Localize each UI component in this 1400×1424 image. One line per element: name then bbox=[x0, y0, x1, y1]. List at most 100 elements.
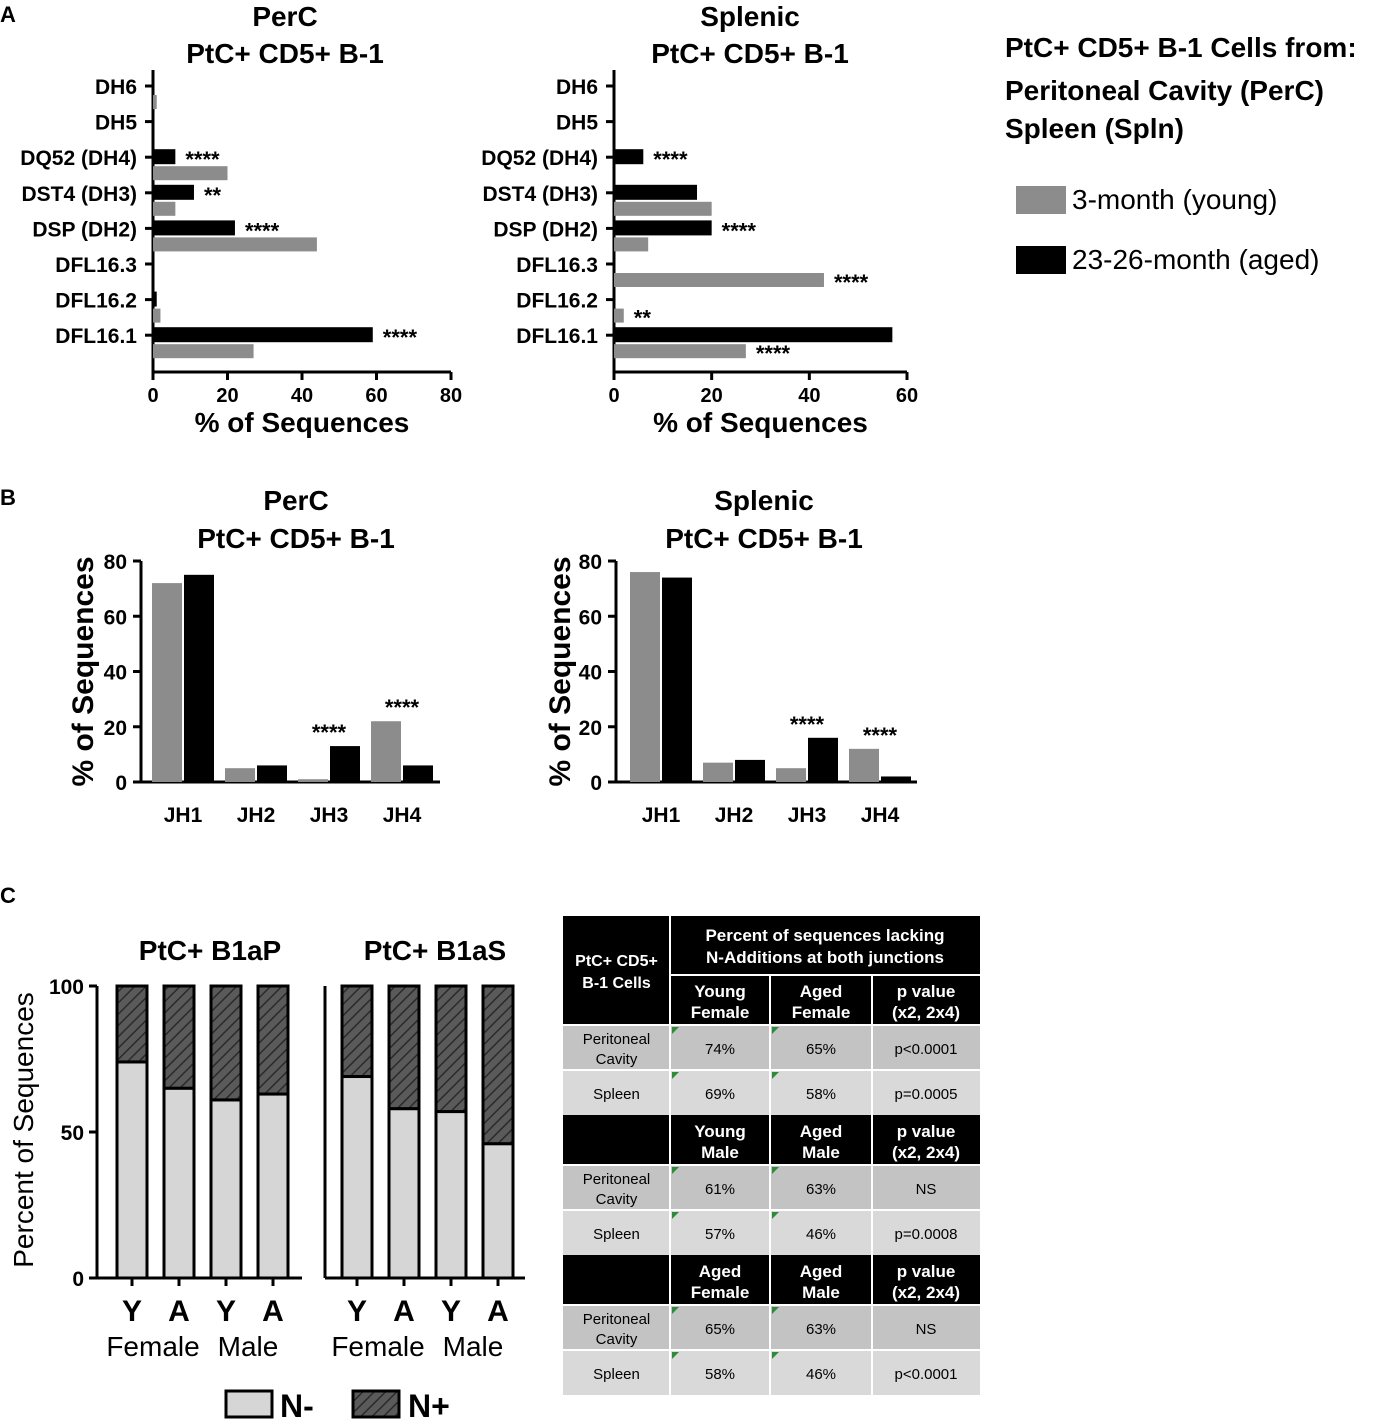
table-column-label: (x2, 2x4) bbox=[892, 1283, 960, 1302]
table-column-label: Young bbox=[694, 982, 746, 1001]
bar-aged bbox=[153, 291, 157, 307]
bar-young bbox=[153, 237, 317, 252]
bar-aged bbox=[403, 765, 433, 782]
bar-n-minus bbox=[387, 1107, 421, 1280]
table-row-label: Peritoneal bbox=[583, 1171, 651, 1188]
bar-young bbox=[153, 166, 228, 181]
legend-label: N+ bbox=[408, 1388, 450, 1424]
x-tick-label: 80 bbox=[440, 385, 462, 407]
table-corner-label: PtC+ CD5+ bbox=[575, 953, 658, 970]
table-row bbox=[563, 1210, 980, 1255]
table-cell: 63% bbox=[806, 1181, 836, 1198]
table-row bbox=[563, 1305, 980, 1350]
cell-marker bbox=[772, 1352, 779, 1359]
y-axis-label: % of Sequences bbox=[544, 556, 577, 786]
bar-aged bbox=[614, 184, 698, 200]
y-tick-label: DQ52 (DH4) bbox=[20, 147, 137, 170]
x-group-label: Female bbox=[106, 1331, 199, 1362]
bar-n-plus bbox=[209, 984, 243, 1102]
chart-title: Splenic bbox=[714, 485, 814, 516]
bar-aged bbox=[662, 577, 692, 782]
table-row bbox=[563, 1070, 980, 1115]
bar-n-plus bbox=[434, 984, 468, 1114]
x-axis-label: % of Sequences bbox=[195, 407, 410, 438]
table-column-label: Male bbox=[802, 1283, 840, 1302]
bar-aged bbox=[808, 737, 838, 782]
table-column-label: p value bbox=[897, 982, 956, 1001]
x-group-label: Female bbox=[331, 1331, 424, 1362]
bar-young bbox=[153, 201, 176, 216]
table-column-label: Young bbox=[694, 1122, 746, 1141]
table-row-label: Peritoneal bbox=[583, 1311, 651, 1328]
y-axis-label: Percent of Sequences bbox=[8, 992, 39, 1268]
chart-title: PerC bbox=[252, 1, 317, 32]
y-tick-label: 50 bbox=[61, 1122, 84, 1145]
bar-n-plus bbox=[256, 984, 290, 1096]
x-tick-label: 40 bbox=[798, 385, 820, 407]
table-column-label: (x2, 2x4) bbox=[892, 1143, 960, 1162]
x-tick-label: 20 bbox=[216, 385, 238, 407]
table-row-label: Spleen bbox=[593, 1366, 640, 1383]
x-tick-label: JH2 bbox=[237, 804, 276, 827]
table-corner-label: B-1 Cells bbox=[582, 975, 651, 992]
bar-aged bbox=[153, 327, 373, 343]
table-row-label: Cavity bbox=[596, 1191, 638, 1208]
bar-aged bbox=[881, 776, 911, 782]
legend-title: Peritoneal Cavity (PerC) bbox=[1005, 75, 1324, 106]
y-tick-label: DH5 bbox=[556, 112, 598, 135]
legend-title: PtC+ CD5+ B-1 Cells from: bbox=[1005, 32, 1357, 63]
y-tick-label: 0 bbox=[72, 1268, 84, 1291]
x-tick-label: JH1 bbox=[164, 804, 203, 827]
bar-young bbox=[371, 721, 401, 782]
x-tick-label: 20 bbox=[701, 385, 723, 407]
cell-marker bbox=[772, 1212, 779, 1219]
bar-young bbox=[153, 308, 161, 323]
table-column-label: Aged bbox=[800, 1122, 843, 1141]
significance-label: **** bbox=[653, 147, 688, 172]
table-cell: p<0.0001 bbox=[895, 1366, 958, 1383]
chart-title: PerC bbox=[263, 485, 328, 516]
bar-aged bbox=[153, 184, 194, 200]
bar-n-minus bbox=[256, 1092, 290, 1280]
chart-title: PtC+ B1aP bbox=[139, 935, 281, 966]
cell-marker bbox=[672, 1167, 679, 1174]
cell-marker bbox=[672, 1307, 679, 1314]
table-cell: NS bbox=[916, 1321, 937, 1338]
y-tick-label: 0 bbox=[590, 772, 602, 795]
cell-marker bbox=[672, 1352, 679, 1359]
bar-aged bbox=[153, 220, 235, 236]
y-tick-label: DFL16.1 bbox=[516, 325, 598, 348]
table-column-label: (x2, 2x4) bbox=[892, 1003, 960, 1022]
table-cell: NS bbox=[916, 1181, 937, 1198]
table-row bbox=[563, 1025, 980, 1070]
y-tick-label: 20 bbox=[104, 717, 127, 740]
table-column-label: Female bbox=[691, 1003, 750, 1022]
bar-young bbox=[614, 308, 624, 323]
y-tick-label: DSP (DH2) bbox=[32, 218, 137, 241]
bar-aged bbox=[735, 759, 765, 782]
chart-title: PtC+ CD5+ B-1 bbox=[665, 523, 863, 554]
bar-aged bbox=[614, 149, 644, 165]
cell-marker bbox=[672, 1072, 679, 1079]
y-tick-label: DFL16.2 bbox=[55, 290, 137, 313]
bar-young bbox=[703, 762, 733, 782]
significance-label: **** bbox=[756, 341, 791, 366]
y-tick-label: DFL16.3 bbox=[55, 254, 137, 277]
table-row bbox=[563, 1165, 980, 1210]
table-cell: p=0.0005 bbox=[895, 1086, 958, 1103]
y-tick-label: DSP (DH2) bbox=[493, 218, 598, 241]
table-header-label: Percent of sequences lacking bbox=[705, 926, 944, 945]
legend-label: 3-month (young) bbox=[1072, 184, 1277, 215]
table-section-header-bg bbox=[563, 1255, 980, 1305]
table-row bbox=[563, 1350, 980, 1395]
bar-n-plus bbox=[115, 984, 149, 1064]
bar-n-minus bbox=[434, 1110, 468, 1280]
bar-aged bbox=[614, 327, 893, 343]
chart-title: Splenic bbox=[700, 1, 800, 32]
bar-n-minus bbox=[115, 1060, 149, 1280]
table-cell: 46% bbox=[806, 1226, 836, 1243]
y-tick-label: 0 bbox=[115, 772, 127, 795]
y-tick-label: 80 bbox=[579, 551, 602, 574]
x-tick-label: JH3 bbox=[788, 804, 827, 827]
significance-label: **** bbox=[245, 218, 280, 243]
